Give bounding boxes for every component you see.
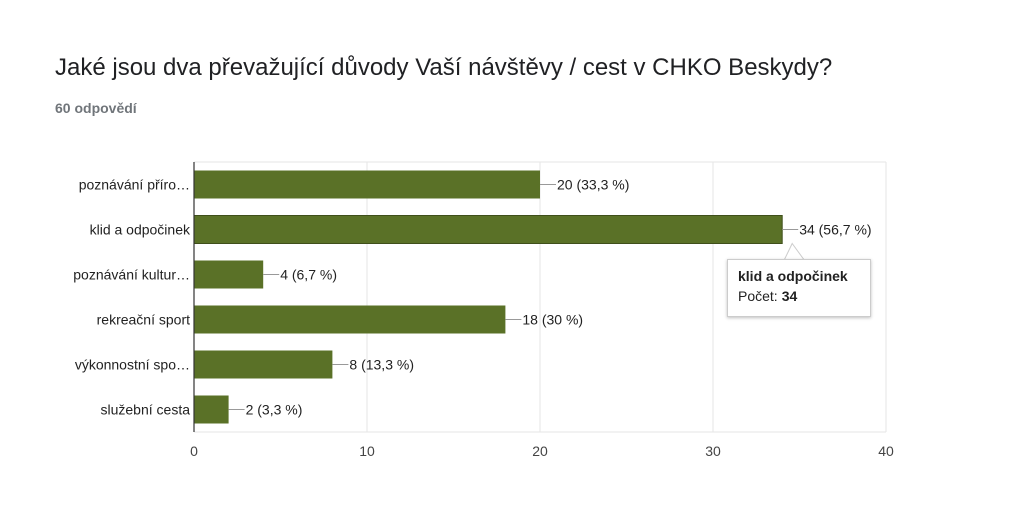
- data-label: 20 (33,3 %): [557, 177, 629, 193]
- data-label: 34 (56,7 %): [799, 222, 871, 238]
- bar: [194, 170, 540, 199]
- category-label: klid a odpočinek: [90, 222, 191, 238]
- data-label: 18 (30 %): [522, 312, 583, 328]
- tooltip-value: 34: [781, 288, 798, 304]
- bar: [194, 305, 506, 334]
- x-tick-label: 30: [705, 443, 721, 459]
- bar: [193, 215, 783, 244]
- data-label: 4 (6,7 %): [280, 267, 337, 283]
- x-tick-label: 20: [532, 443, 548, 459]
- category-label: služební cesta: [101, 402, 191, 418]
- chart-title: Jaké jsou dva převažující důvody Vaší ná…: [55, 54, 833, 81]
- tooltip-pointer: [783, 242, 806, 261]
- data-label: 2 (3,3 %): [246, 402, 303, 418]
- response-count: 60 odpovědí: [55, 100, 137, 116]
- bar: [194, 260, 264, 289]
- category-label: rekreační sport: [97, 312, 190, 328]
- tooltip-title: klid a odpočinek: [738, 268, 848, 284]
- x-tick-label: 40: [878, 443, 894, 459]
- bar: [194, 395, 229, 424]
- bar-tooltip: klid a odpočinek Počet: 34: [727, 259, 871, 317]
- category-label: poznávání příro…: [79, 177, 190, 193]
- category-label: výkonnostní spo…: [75, 357, 190, 373]
- x-tick-label: 0: [190, 443, 198, 459]
- x-tick-label: 10: [359, 443, 375, 459]
- category-label: poznávání kultur…: [73, 267, 190, 283]
- tooltip-label: Počet:: [738, 288, 778, 304]
- data-label: 8 (13,3 %): [349, 357, 414, 373]
- bar: [194, 350, 333, 379]
